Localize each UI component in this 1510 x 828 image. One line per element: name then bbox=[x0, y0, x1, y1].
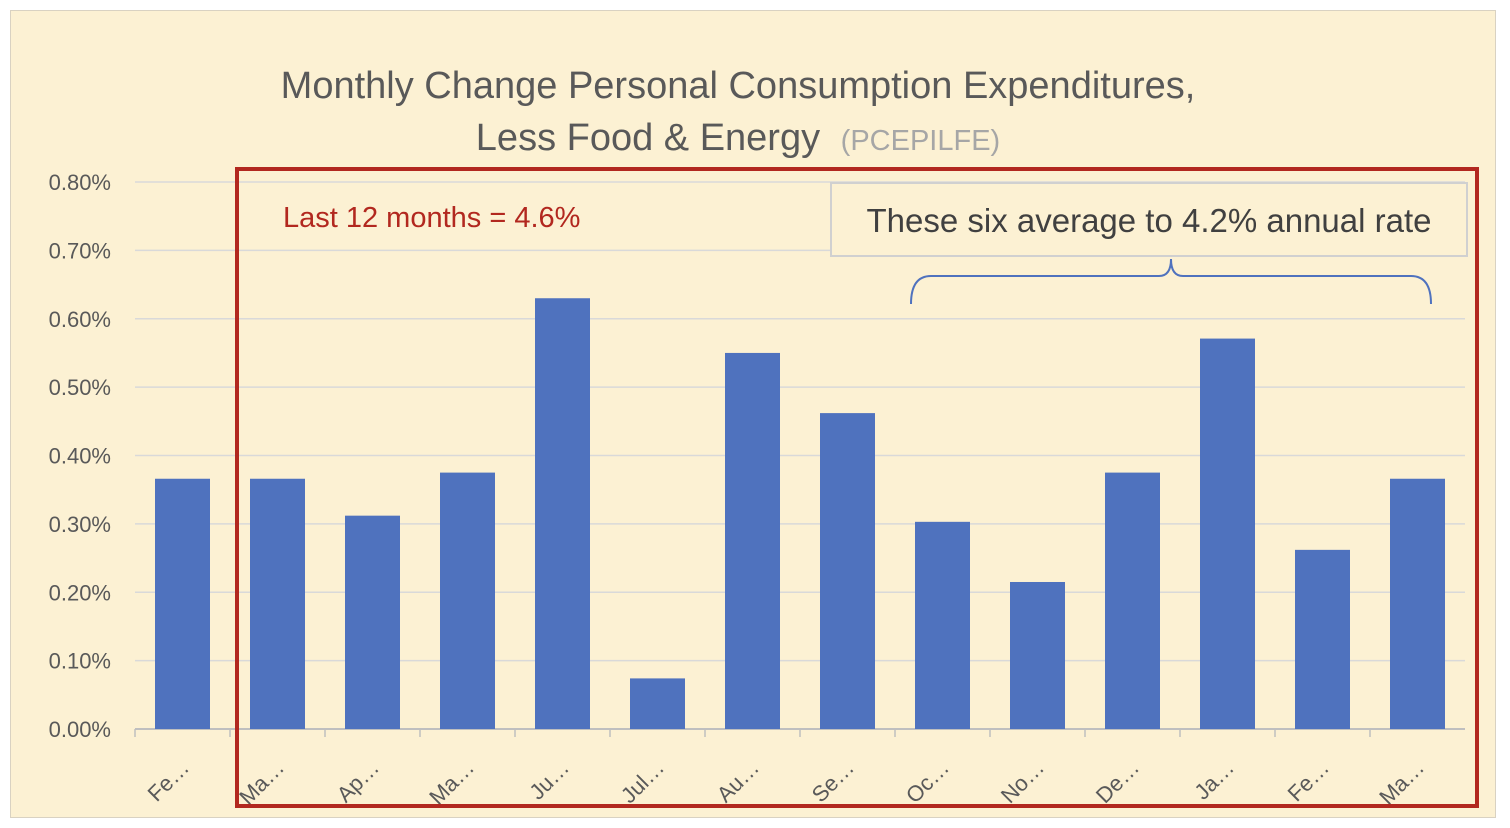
bar bbox=[1200, 338, 1255, 729]
bar bbox=[820, 413, 875, 729]
x-tick-label: Ja… bbox=[1189, 755, 1239, 805]
bar bbox=[1010, 581, 1065, 729]
y-axis-ticks: 0.00% 0.10% 0.20% 0.30% 0.40% 0.50% 0.60% 0.70%… bbox=[49, 170, 111, 742]
x-tick-label: Ju… bbox=[524, 755, 574, 805]
bars bbox=[155, 298, 1445, 729]
chart-frame: Monthly Change Personal Consumption Expe… bbox=[10, 10, 1496, 818]
y-tick-label: 0.30% bbox=[49, 512, 111, 537]
x-axis-ticks: Fe… Ma… Ap… Ma… Ju… Jul… Au… Se… Oc… No… De… Ja… Fe…… bbox=[134, 729, 1429, 810]
y-tick-label: 0.50% bbox=[49, 375, 111, 400]
bar bbox=[535, 298, 590, 729]
x-tick-label: Ma… bbox=[234, 755, 289, 810]
x-tick-label: Se… bbox=[807, 755, 859, 807]
y-tick-label: 0.10% bbox=[49, 649, 111, 674]
six-month-annotation-box bbox=[830, 182, 1468, 257]
bar bbox=[725, 352, 780, 729]
bar bbox=[630, 678, 685, 729]
bar bbox=[1390, 478, 1445, 729]
bar bbox=[250, 478, 305, 729]
bar bbox=[345, 515, 400, 729]
x-tick-label: Fe… bbox=[1283, 755, 1334, 806]
six-month-annotation-text: These six average to 4.2% annual rate bbox=[866, 202, 1431, 239]
y-tick-label: 0.60% bbox=[49, 307, 111, 332]
last-12-months-label: Last 12 months = 4.6% bbox=[283, 202, 580, 234]
bar bbox=[440, 472, 495, 729]
bar bbox=[155, 478, 210, 729]
x-tick-label: Ma… bbox=[1374, 755, 1429, 810]
bar bbox=[1105, 472, 1160, 729]
six-month-brace bbox=[910, 258, 1432, 305]
x-tick-label: Oc… bbox=[901, 755, 954, 808]
chart-title-line2-main: Less Food & Energy bbox=[476, 117, 820, 159]
x-tick-label: Jul… bbox=[616, 755, 669, 808]
x-tick-label: Ma… bbox=[424, 755, 479, 810]
chart-title-suffix: (PCEPILFE) bbox=[841, 125, 1001, 157]
x-tick-label: Au… bbox=[712, 755, 764, 807]
chart-title-line2: Less Food & Energy (PCEPILFE) bbox=[476, 117, 1000, 159]
y-tick-label: 0.00% bbox=[49, 717, 111, 742]
bar bbox=[1295, 549, 1350, 729]
y-tick-label: 0.80% bbox=[49, 170, 111, 195]
bar bbox=[915, 521, 970, 729]
chart-title-line1: Monthly Change Personal Consumption Expe… bbox=[281, 65, 1196, 107]
gridlines bbox=[135, 181, 1465, 730]
y-tick-label: 0.40% bbox=[49, 444, 111, 469]
x-tick-label: No… bbox=[996, 755, 1049, 808]
bar-chart: Monthly Change Personal Consumption Expe… bbox=[49, 65, 1479, 810]
last-12-months-highlight-box bbox=[235, 167, 1479, 808]
y-tick-label: 0.70% bbox=[49, 238, 111, 263]
x-tick-label: De… bbox=[1091, 755, 1144, 808]
x-tick-label: Ap… bbox=[332, 755, 384, 807]
y-tick-label: 0.20% bbox=[49, 580, 111, 605]
x-tick-label: Fe… bbox=[143, 755, 194, 806]
